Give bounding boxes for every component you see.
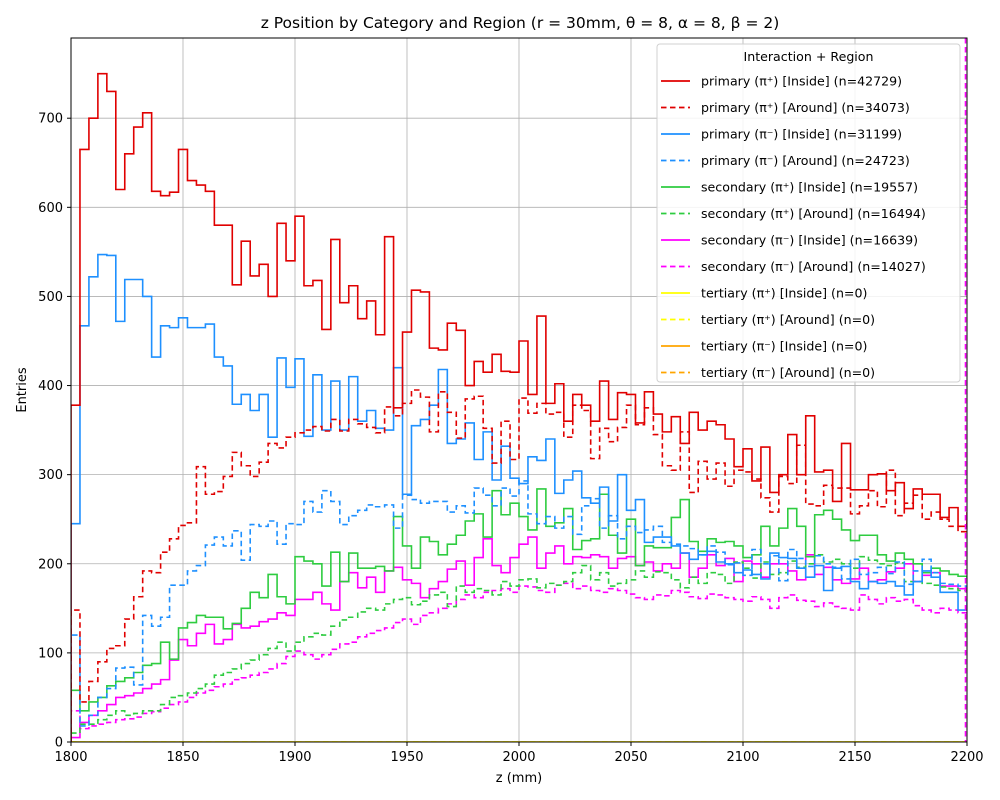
x-tick-label: 2000 bbox=[502, 750, 535, 765]
legend-label: primary (π⁺) [Around] (n=34073) bbox=[701, 100, 910, 115]
y-tick-label: 200 bbox=[38, 557, 63, 572]
x-tick-label: 2050 bbox=[614, 750, 647, 765]
axes: 1800 1850 1900 1950 2000 2050 2100 2150 2200 0 100… bbox=[38, 37, 984, 765]
plot-area bbox=[71, 38, 967, 742]
x-tick-label: 2100 bbox=[726, 750, 759, 765]
legend-label: primary (π⁻) [Inside] (n=31199) bbox=[701, 127, 902, 142]
series-secondary-minus-around-n-14027 bbox=[71, 582, 967, 742]
legend-label: tertiary (π⁺) [Inside] (n=0) bbox=[701, 286, 867, 301]
legend-label: primary (π⁻) [Around] (n=24723) bbox=[701, 153, 910, 168]
grid-lines bbox=[70, 38, 968, 743]
y-tick-label: 400 bbox=[38, 379, 63, 394]
x-tick-label: 1900 bbox=[278, 750, 311, 765]
legend: Interaction + Region primary (π⁺) [Inside… bbox=[656, 43, 961, 383]
y-tick-label: 700 bbox=[38, 112, 63, 127]
y-tick-label: 600 bbox=[38, 201, 63, 216]
legend-label: tertiary (π⁻) [Around] (n=0) bbox=[701, 365, 875, 380]
series-secondary-plus-around-n-16494 bbox=[71, 554, 967, 742]
series-secondary-plus-inside-n-19557 bbox=[71, 488, 967, 742]
series-primary-minus-around-n-24723 bbox=[71, 480, 967, 742]
legend-label: secondary (π⁺) [Around] (n=16494) bbox=[701, 206, 926, 221]
legend-title: Interaction + Region bbox=[744, 49, 874, 64]
y-tick-label: 500 bbox=[38, 290, 63, 305]
x-tick-label: 1950 bbox=[390, 750, 423, 765]
chart-title: z Position by Category and Region (r = 3… bbox=[261, 14, 780, 32]
series-secondary-minus-inside-n-16639 bbox=[71, 536, 967, 742]
x-tick-label: 1800 bbox=[54, 750, 87, 765]
x-tick-label: 1850 bbox=[166, 750, 199, 765]
series-primary-minus-inside-n-31199 bbox=[71, 253, 967, 742]
y-tick-label: 0 bbox=[55, 736, 63, 751]
legend-label: secondary (π⁺) [Inside] (n=19557) bbox=[701, 180, 918, 195]
x-axis-label: z (mm) bbox=[496, 771, 542, 786]
x-tick-label: 2150 bbox=[838, 750, 871, 765]
x-tick-label: 2200 bbox=[950, 750, 983, 765]
y-tick-label: 100 bbox=[38, 646, 63, 661]
legend-label: secondary (π⁻) [Inside] (n=16639) bbox=[701, 233, 918, 248]
legend-label: secondary (π⁻) [Around] (n=14027) bbox=[701, 259, 926, 274]
series-primary-plus-around-n-34073 bbox=[71, 389, 967, 742]
series-primary-plus-inside-n-42729 bbox=[71, 72, 967, 742]
legend-label: tertiary (π⁺) [Around] (n=0) bbox=[701, 312, 875, 327]
legend-label: primary (π⁺) [Inside] (n=42729) bbox=[701, 74, 902, 89]
y-tick-label: 300 bbox=[38, 468, 63, 483]
legend-box bbox=[656, 43, 961, 383]
legend-label: tertiary (π⁻) [Inside] (n=0) bbox=[701, 339, 867, 354]
y-axis-label: Entries bbox=[15, 367, 30, 413]
